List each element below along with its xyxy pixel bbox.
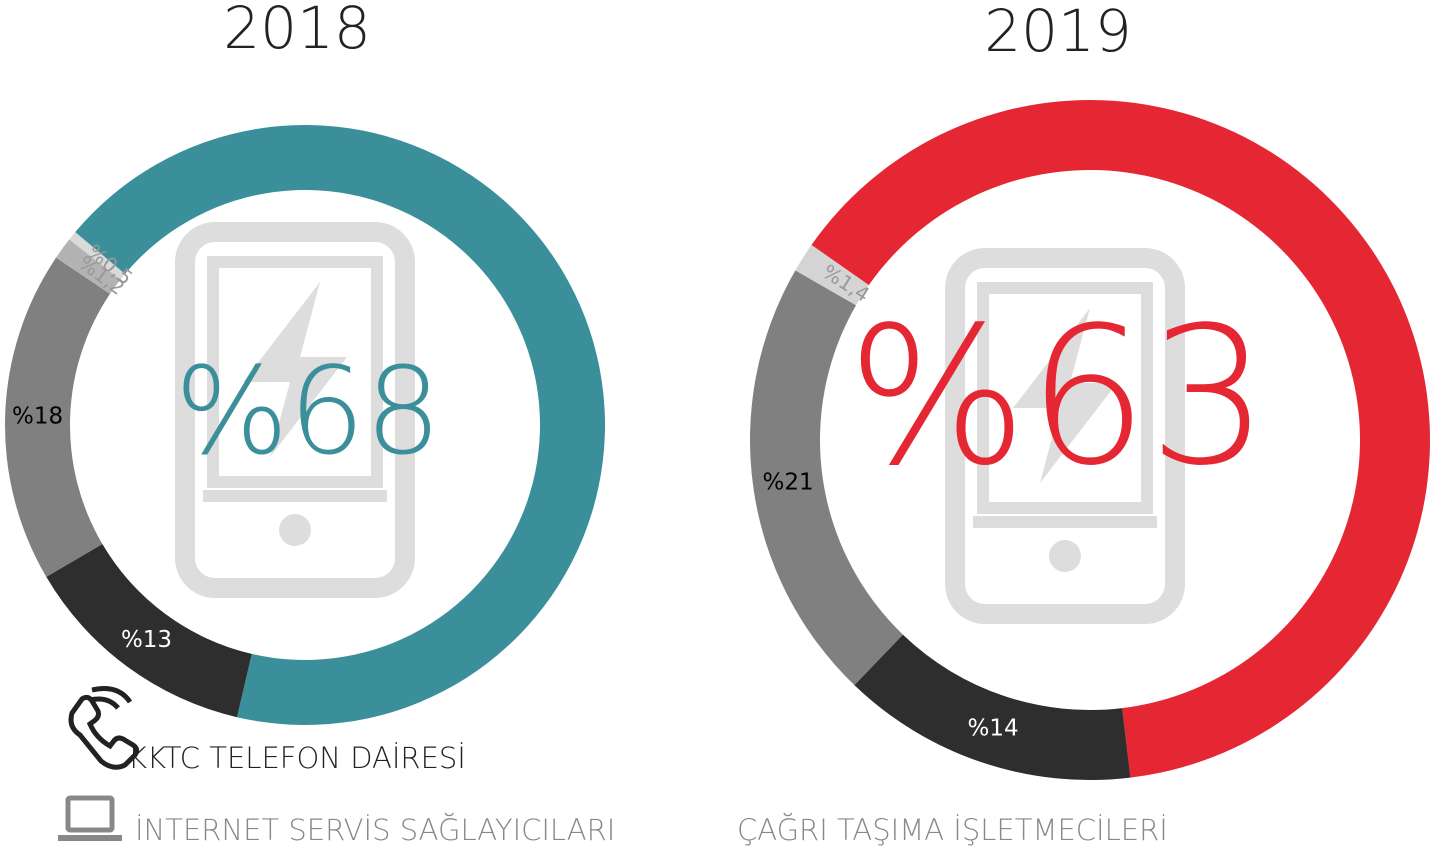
- value-label: %21: [762, 469, 813, 495]
- donut-segment: [75, 125, 606, 725]
- phone-legend-icon: [68, 686, 140, 770]
- value-label: %14: [968, 716, 1019, 742]
- legend-entry: ÇAĞRI TAŞIMA İŞLETMECİLERİ: [737, 813, 1168, 847]
- donut-segment: [749, 270, 903, 686]
- donut-segment: [46, 544, 252, 718]
- donut-segment: [69, 232, 125, 280]
- laptop-legend-icon: [58, 795, 122, 841]
- legend-entry: KKTC TELEFON DAİRESİ: [128, 741, 466, 775]
- donut-segment: [854, 634, 1131, 780]
- chart-title: 2019: [984, 0, 1132, 65]
- legend-entry: İNTERNET SERVİS SAĞLAYICILARI: [135, 813, 615, 847]
- chart-title: 2018: [223, 0, 371, 62]
- value-label: %18: [12, 403, 63, 429]
- donut-segment: [795, 244, 869, 306]
- donut-segment: [56, 239, 121, 294]
- value-label: %13: [121, 627, 172, 653]
- center-value-label: %63: [847, 286, 1269, 507]
- center-value-label: %68: [175, 343, 442, 482]
- donut-segment: [5, 257, 110, 577]
- donuts: [5, 99, 1430, 780]
